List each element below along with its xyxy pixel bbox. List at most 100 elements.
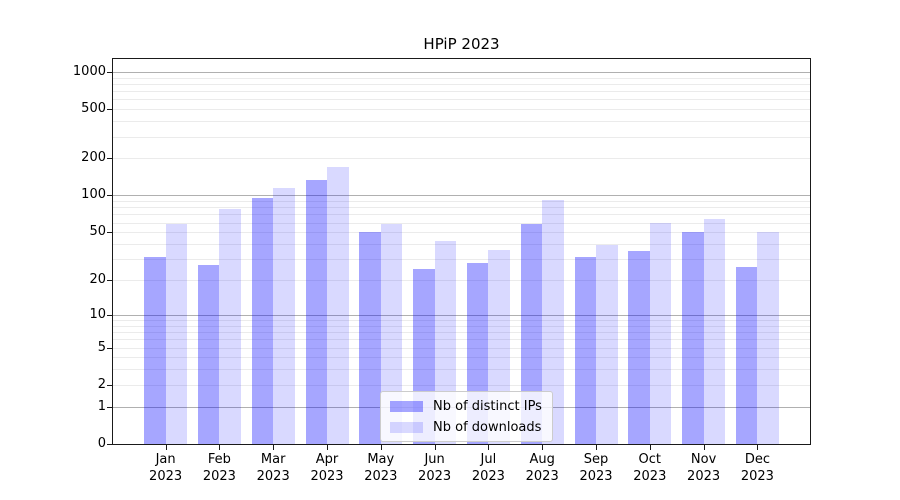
x-tick-year: 2023 [740, 469, 774, 484]
gridline-minor [113, 109, 810, 111]
x-tick-month: Jan [155, 452, 176, 467]
legend-swatch-distinct-ips [390, 400, 423, 412]
bar-ips-feb [197, 264, 220, 444]
bar-ips-oct [628, 251, 650, 444]
bar-ips-jan [144, 257, 166, 444]
x-tick-label: May 2023 [346, 451, 416, 485]
x-tick-month: Apr [315, 452, 339, 467]
x-tick-label: Apr 2023 [292, 451, 362, 485]
x-tick-label: Jan 2023 [131, 451, 201, 485]
y-tick-mark [107, 109, 112, 111]
bar-downloads-apr [327, 166, 349, 444]
y-tick-mark [107, 280, 112, 282]
legend-item-distinct-ips: Nb of distinct IPs [390, 397, 542, 415]
x-tick-year: 2023 [687, 469, 721, 484]
x-tick-label: Aug 2023 [507, 451, 577, 485]
bar-ips-mar [251, 198, 274, 444]
bar-ips-dec [735, 266, 758, 444]
x-tick-mark [488, 445, 490, 450]
gridline-minor [113, 207, 810, 209]
x-tick-year: 2023 [202, 469, 236, 484]
gridline-minor [113, 83, 810, 85]
legend-label-downloads: Nb of downloads [433, 419, 542, 435]
y-tick-mark [107, 444, 112, 445]
x-tick-mark [649, 445, 651, 450]
x-tick-month: Jul [480, 452, 497, 467]
y-tick-label: 1000 [72, 63, 106, 79]
x-tick-month: Mar [260, 452, 286, 467]
legend-label-distinct-ips: Nb of distinct IPs [433, 398, 542, 414]
gridline-minor [113, 244, 810, 245]
gridline-minor [113, 99, 810, 101]
x-tick-mark [596, 445, 597, 450]
gridline-major [113, 314, 810, 316]
x-tick-label: Dec 2023 [722, 451, 792, 485]
x-tick-year: 2023 [256, 469, 290, 484]
y-tick-mark [107, 71, 112, 73]
x-tick-month: Nov [690, 452, 717, 467]
gridline-minor [113, 347, 810, 349]
x-tick-month: Jun [424, 452, 445, 467]
bar-ips-may [359, 232, 381, 444]
x-tick-month: Aug [529, 452, 555, 467]
x-tick-month: Sep [583, 452, 609, 467]
x-tick-year: 2023 [579, 469, 613, 484]
gridline-minor [113, 259, 810, 261]
bar-downloads-jan [165, 223, 188, 444]
x-tick-mark [542, 445, 544, 450]
y-tick-label: 20 [89, 272, 106, 288]
y-tick-mark [107, 406, 112, 408]
x-tick-year: 2023 [418, 469, 452, 484]
gridline-minor [113, 201, 810, 203]
x-tick-year: 2023 [364, 469, 398, 484]
gridline-minor [113, 319, 810, 321]
x-tick-mark [165, 445, 167, 450]
x-tick-mark [703, 445, 705, 450]
legend-swatch-downloads [390, 421, 423, 433]
y-tick-mark [107, 347, 112, 349]
chart-title: HPiP 2023 [423, 35, 500, 53]
y-tick-mark [107, 314, 112, 316]
x-tick-label: Feb 2023 [184, 451, 254, 485]
y-tick-label: 1 [97, 398, 106, 414]
gridline-minor [113, 158, 810, 160]
bar-downloads-feb [219, 208, 241, 444]
x-tick-year: 2023 [310, 469, 344, 484]
x-tick-label: Oct 2023 [615, 451, 685, 485]
bar-ips-sep [574, 257, 596, 444]
bar-ips-nov [682, 232, 704, 444]
bar-downloads-sep [596, 245, 618, 444]
y-tick-label: 100 [81, 187, 106, 203]
x-tick-month: Dec [744, 452, 770, 467]
y-tick-label: 200 [81, 150, 106, 166]
y-tick-label: 0 [97, 436, 106, 451]
gridline-minor [113, 222, 810, 224]
x-tick-year: 2023 [471, 469, 505, 484]
gridline-minor [113, 91, 810, 93]
gridline-minor [113, 325, 810, 327]
y-tick-label: 50 [89, 224, 106, 240]
x-tick-month: Feb [207, 452, 231, 467]
x-tick-mark [434, 445, 436, 450]
x-tick-year: 2023 [633, 469, 667, 484]
bar-downloads-oct [649, 222, 672, 444]
x-tick-label: Nov 2023 [669, 451, 739, 485]
x-tick-mark [219, 445, 221, 450]
bar-ips-apr [305, 180, 327, 444]
x-tick-month: May [367, 452, 395, 467]
gridline-minor [113, 332, 810, 334]
x-tick-year: 2023 [525, 469, 559, 484]
y-tick-mark [107, 384, 112, 386]
y-tick-label: 2 [97, 376, 106, 392]
gridline-minor [113, 232, 810, 234]
gridline-minor [113, 339, 810, 341]
x-tick-label: Mar 2023 [238, 451, 308, 485]
gridline-minor [113, 121, 810, 123]
x-tick-mark [327, 445, 328, 450]
legend: Nb of distinct IPs Nb of downloads [380, 391, 553, 442]
bar-downloads-mar [273, 187, 295, 444]
bar-downloads-dec [757, 232, 779, 444]
y-tick-mark [107, 195, 112, 197]
gridline-minor [113, 136, 810, 138]
